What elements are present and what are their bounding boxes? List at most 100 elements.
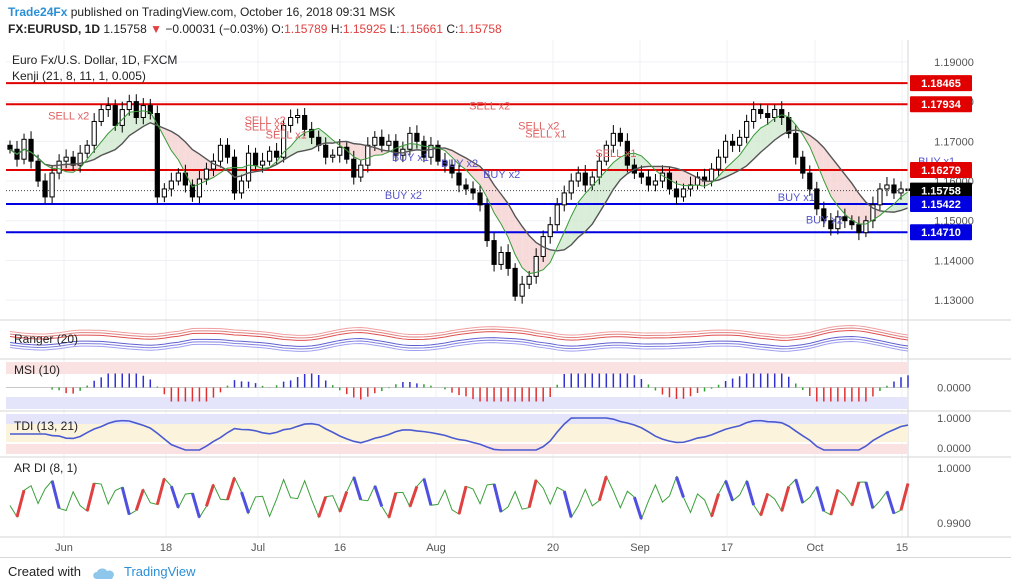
candle-body [91,120,97,146]
signal-label: BUY x2 [441,158,478,170]
candle-body [252,152,259,166]
time-axis-label: 20 [547,542,559,554]
candle-body [687,184,694,190]
close-label: C: [446,22,459,36]
candle-body [224,144,231,158]
ma-cloud-segment [346,141,354,157]
candle-body [358,164,364,178]
candle-body [217,144,224,162]
candle-body [484,204,490,242]
candle-body [821,208,827,222]
ardi-highlight-segment [85,482,96,512]
ma-cloud-segment [676,168,684,186]
last-price: 1.15758 [103,22,147,36]
candle-body [189,184,196,198]
candle-body [730,140,736,146]
candle-body [351,158,357,178]
msi-pane-label: MSI (10) [14,363,60,377]
time-axis-label: Jun [55,542,73,554]
candle-body [554,204,560,226]
candle-body [168,180,174,190]
ranger-line [9,325,909,336]
ardi-highlight-segment [759,493,770,516]
candle-body [638,172,645,178]
candle-body [126,101,132,111]
ardi-highlight-segment [780,486,791,512]
candle-body [182,172,188,186]
candle-body [49,172,55,198]
ma-cloud-segment [592,178,600,225]
candle-body [407,132,413,150]
ma-cloud-segment [886,204,894,213]
candle-body [547,224,553,238]
tdi-tick-label: 1.0000 [937,413,971,425]
ardi-highlight-segment [794,478,805,504]
candle-body [708,168,715,182]
candle-body [610,132,616,146]
ranger-line [9,330,909,341]
candle-body [63,156,69,162]
candle-body [175,172,181,182]
tdi-line [10,417,909,451]
ardi-highlight-segment [815,486,826,512]
ardi-highlight-segment [169,485,180,509]
footer: Created with TradingView [0,557,1011,588]
ma-cloud-segment [900,191,908,211]
ardi-tick-label: 0.9900 [937,518,971,530]
candle-body [751,109,757,122]
time-axis-label: Sep [630,542,650,554]
candle-body [603,144,609,162]
ma-cloud-segment [774,114,782,140]
ma-cloud-segment [508,203,516,255]
ranger-line [9,327,909,339]
signal-label: SELL x1 [245,122,286,134]
open-value: 1.15789 [284,22,328,36]
candle-body [737,136,743,146]
ma-cloud-segment [466,158,474,178]
candle-body [245,152,252,182]
signal-label: BUY x2 [806,215,843,227]
candle-body [772,109,778,118]
candle-body [273,150,280,158]
candle-body [302,115,308,130]
ma-cloud-segment [858,193,866,225]
ardi-highlight-segment [850,481,861,507]
ardi-highlight-segment [864,481,875,509]
candle-body [386,140,392,146]
candle-body [421,140,427,158]
candle-body [330,154,336,158]
ma-cloud-segment [94,141,102,160]
candle-body [288,116,294,126]
low-label: L: [389,22,400,36]
msi-lower-band [6,397,908,409]
author-name[interactable]: Trade24Fx [8,5,68,19]
candle-body [105,105,111,111]
tradingview-link[interactable]: TradingView [124,564,196,579]
candle-body [344,146,350,160]
candle-body [856,224,862,234]
time-axis-label: Oct [806,542,823,554]
high-value: 1.15925 [342,22,387,36]
candle-body [673,188,680,198]
signal-label: SELL x2 [48,110,89,122]
msi-upper-band [6,362,908,374]
ma-cloud-segment [164,128,172,151]
open-label: O: [271,22,285,36]
ma-cloud-segment [767,118,775,147]
price-change: −0.00031 (−0.03%) [165,22,269,36]
ardi-highlight-segment [240,491,250,514]
candle-body [582,172,588,186]
candle-body [7,144,13,150]
candle-body [477,192,483,206]
price-level-tag-label: 1.14710 [921,227,961,239]
symbol-name[interactable]: FX:EURUSD, 1D [8,22,101,36]
candle-body [147,105,153,115]
signal-label: SELL x1 [595,148,636,160]
ma-cloud-segment [641,155,649,168]
candle-body [84,144,90,154]
time-axis-label: Jul [251,542,265,554]
ardi-highlight-segment [675,476,685,498]
ma-cloud-segment [108,126,116,153]
ardi-highlight-segment [597,475,608,502]
